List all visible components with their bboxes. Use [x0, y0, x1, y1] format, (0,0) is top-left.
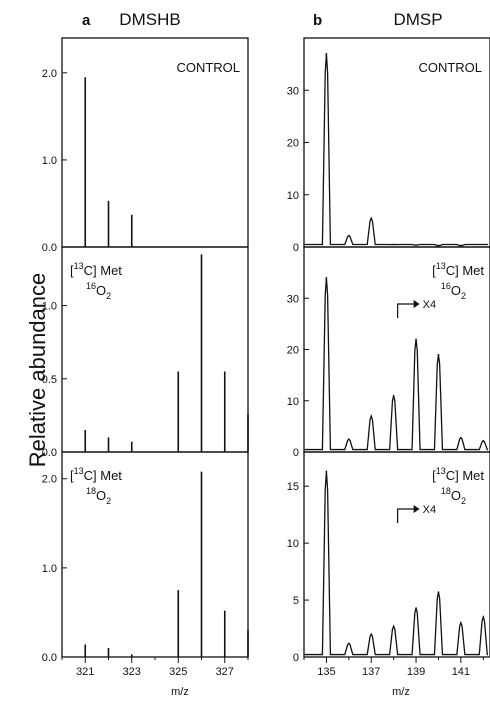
panel-b-3-series-line — [304, 471, 488, 656]
column-b-title: DMSP — [393, 10, 442, 29]
panel-b-3-xtick-label: 137 — [362, 666, 380, 678]
panel-b-2-scale-label: X4 — [423, 299, 436, 311]
panel-b-3-frame — [303, 451, 490, 658]
panel-b-1-series-line — [304, 53, 488, 247]
panel-b-3-xtick-label: 135 — [317, 666, 335, 678]
panel-a-2-ytick-label: 1.0 — [42, 301, 57, 313]
panel-a-3-xtick-label: 327 — [216, 666, 234, 678]
panel-b-3-peak-point — [348, 642, 350, 645]
panel-a-2-condition-label-line1: [13C] Met — [70, 261, 122, 278]
column-b-letter: b — [313, 12, 322, 29]
panel-b-2-peak-point — [482, 439, 485, 442]
panel-a-1-condition-label: CONTROL — [176, 60, 240, 75]
panel-a-3-xtick-label: 323 — [123, 666, 141, 678]
panel-a-2-ytick-label: 0.5 — [42, 374, 57, 386]
panel-b-1-peak-point — [370, 217, 373, 220]
panel-a-3-xtick-label: 325 — [169, 666, 187, 678]
panel-a-2-condition-label-line2: 16O2 — [86, 281, 111, 301]
column-a-letter: a — [82, 12, 91, 29]
panel-b-3-peak-point — [392, 625, 395, 628]
panel-b-2-condition-label-line2: 16O2 — [441, 281, 466, 301]
panel-b-3-ytick-label: 5 — [293, 595, 299, 607]
panel-b-2-peak-point — [437, 353, 440, 356]
panel-b-1-condition-label: CONTROL — [418, 60, 482, 75]
panel-b-1-ytick-label: 10 — [287, 190, 299, 202]
panel-b-1-ytick-label: 20 — [287, 138, 299, 150]
panel-b-1-ytick-label: 0 — [293, 242, 299, 254]
x-axis-title-b: m/z — [392, 686, 410, 698]
panel-b-2-ytick-label: 10 — [287, 396, 299, 408]
panel-b-1-ytick-label: 30 — [287, 85, 299, 97]
panel-b-1-peak-point — [460, 244, 462, 247]
panel-a-3-condition-label-line1: [13C] Met — [70, 466, 122, 483]
panel-b-1-peak-point — [437, 244, 440, 247]
panel-b-3-peak-point — [325, 470, 328, 473]
panel-b-2-scale-arrow — [397, 303, 414, 318]
panel-a-1-ytick-label: 2.0 — [42, 68, 57, 80]
panel-b-3-ytick-label: 10 — [287, 538, 299, 550]
panel-b-1-peak-point — [348, 234, 350, 237]
panel-b-2-peak-point — [415, 338, 417, 341]
panel-b-1-peak-point — [325, 52, 328, 55]
panel-b-2-ytick-label: 0 — [293, 447, 299, 459]
panel-b-3-peak-point — [415, 607, 417, 609]
panel-b-3-condition-label-line1: [13C] Met — [432, 466, 484, 483]
panel-b-2-peak-point — [460, 436, 462, 439]
panel-b-3-ytick-label: 0 — [293, 652, 299, 664]
panel-a-3-xtick-label: 321 — [76, 666, 94, 678]
panel-b-3-condition-label-line2: 18O2 — [441, 486, 466, 506]
column-a-title: DMSHB — [119, 10, 180, 29]
panel-a-1-ytick-label: 0.0 — [42, 242, 57, 254]
x-axis-title-a: m/z — [171, 686, 189, 698]
panel-b-3-peak-point — [482, 616, 485, 618]
panel-b-2-condition-label-line1: [13C] Met — [432, 261, 484, 278]
panel-b-3-scale-label: X4 — [423, 504, 436, 516]
panel-b-2-peak-point — [348, 438, 350, 440]
y-axis-title: Relative abundance — [25, 273, 50, 467]
panel-b-3-peak-point — [460, 622, 462, 624]
panel-b-2-ytick-label: 20 — [287, 345, 299, 357]
panel-b-3-xtick-label: 139 — [407, 666, 425, 678]
panel-a-3-ytick-label: 1.0 — [42, 563, 57, 575]
panel-a-3-condition-label-line2: 18O2 — [86, 486, 111, 506]
panel-b-2-ytick-label: 30 — [287, 293, 299, 305]
panel-b-2-peak-point — [392, 394, 395, 397]
panel-b-3-peak-point — [437, 591, 440, 593]
panel-b-2-peak-point — [325, 276, 328, 279]
panel-a-2-ytick-label: 0.0 — [42, 447, 57, 459]
panel-a-3-ytick-label: 0.0 — [42, 652, 57, 664]
panel-b-3-xtick-label: 141 — [452, 666, 470, 678]
panel-b-2-scale-arrowhead — [413, 300, 420, 308]
panel-b-1-peak-point — [392, 243, 395, 246]
panel-b-3-scale-arrowhead — [413, 505, 420, 513]
panel-a-3-ytick-label: 2.0 — [42, 474, 57, 486]
panel-a-1-ytick-label: 1.0 — [42, 155, 57, 167]
panel-b-2-series-line — [304, 277, 488, 451]
panel-b-1-peak-point — [415, 244, 417, 246]
panel-b-3-ytick-label: 15 — [287, 481, 299, 493]
panel-b-3-peak-point — [370, 633, 373, 636]
panel-b-3-scale-arrow — [397, 508, 414, 523]
panel-b-2-peak-point — [370, 415, 373, 417]
